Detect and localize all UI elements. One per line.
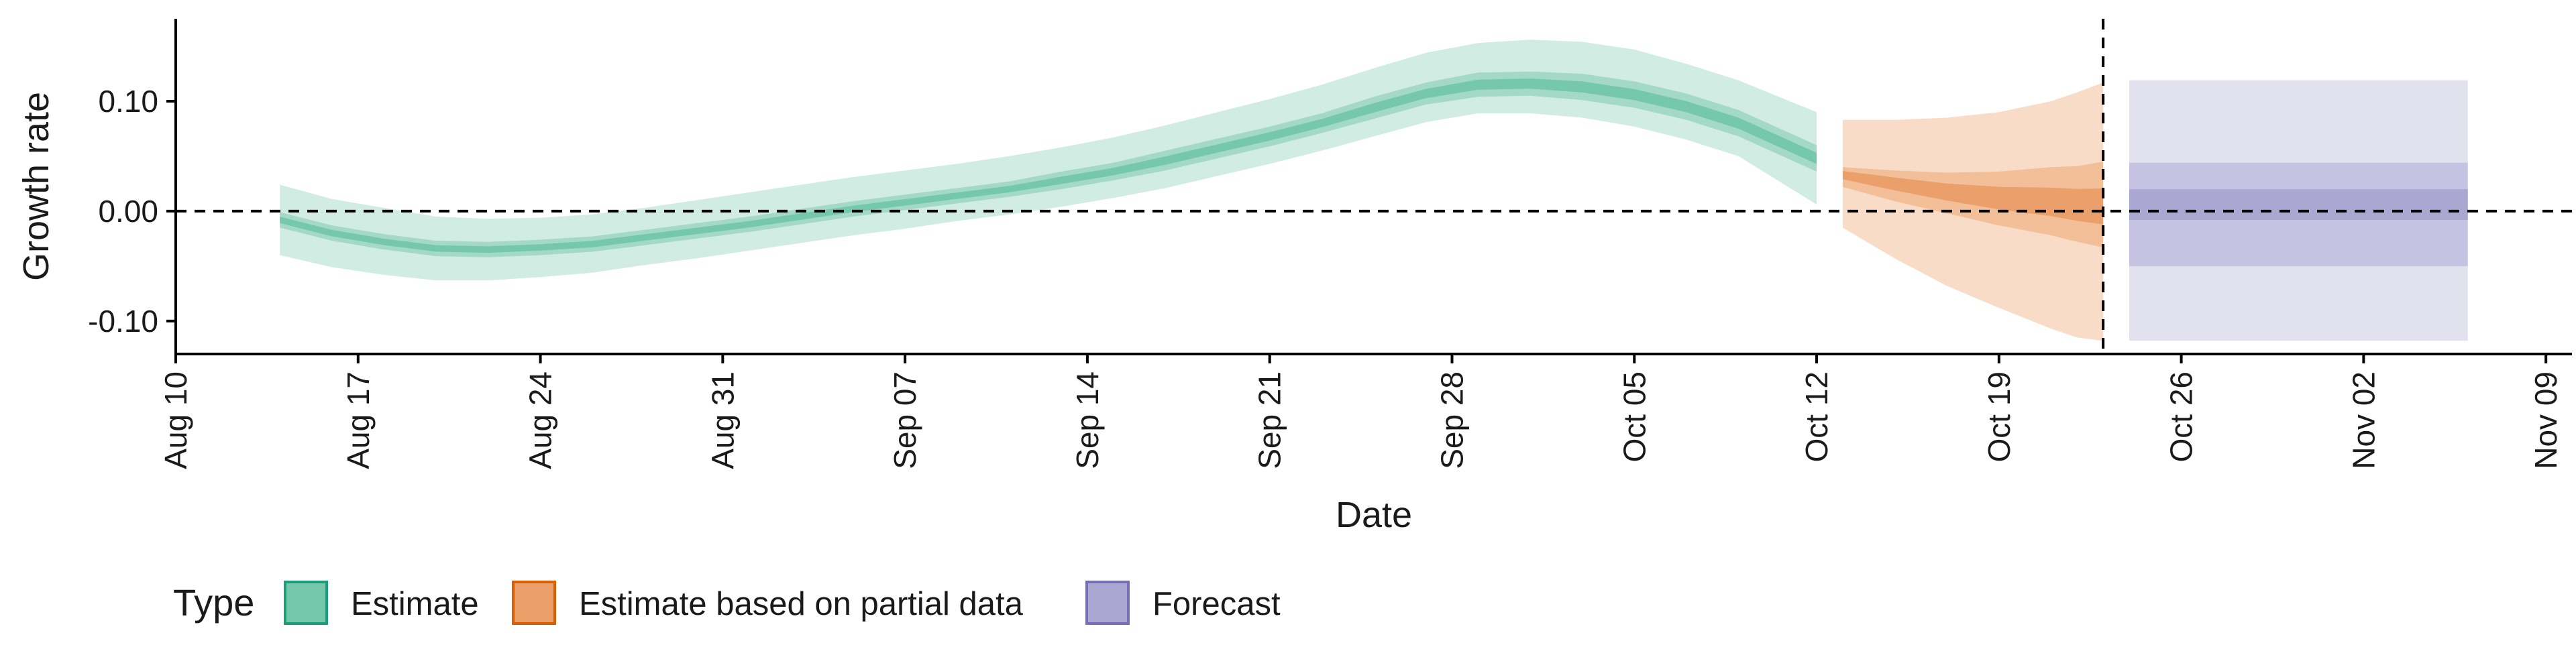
- x-tick-label: Nov 02: [2346, 371, 2381, 469]
- x-tick-label: Sep 21: [1252, 371, 1287, 469]
- y-tick-label: 0.00: [98, 194, 158, 229]
- legend: Type Estimate Estimate based on partial …: [173, 581, 1281, 625]
- y-ticks: 0.10 0.00 -0.10: [88, 84, 176, 339]
- y-tick-label: 0.10: [98, 84, 158, 119]
- x-axis-title: Date: [1336, 495, 1412, 535]
- x-tick-label: Aug 31: [705, 371, 740, 469]
- x-tick-label: Aug 10: [158, 371, 193, 469]
- x-tick-label: Sep 14: [1070, 371, 1105, 469]
- ribbon-layer: [280, 40, 2468, 341]
- forecast-band-20: [2129, 189, 2468, 220]
- axes: [174, 19, 2572, 355]
- x-tick-label: Sep 07: [888, 371, 922, 469]
- legend-label-partial-estimate: Estimate based on partial data: [579, 586, 1024, 622]
- x-ticks: Aug 10 Aug 17 Aug 24 Aug 31 Sep 07 Sep 14 Sep …: [158, 354, 2563, 469]
- estimate-band-median: [280, 78, 1817, 253]
- legend-label-estimate: Estimate: [351, 586, 479, 622]
- x-tick-label: Aug 17: [341, 371, 376, 469]
- x-tick-label: Oct 05: [1617, 371, 1652, 463]
- y-tick-label: -0.10: [88, 304, 158, 339]
- x-tick-label: Oct 12: [1799, 371, 1834, 463]
- estimate-band-50: [280, 71, 1817, 257]
- x-tick-label: Nov 09: [2528, 371, 2563, 469]
- legend-key-forecast: [1085, 581, 1130, 625]
- x-tick-label: Oct 26: [2164, 371, 2199, 463]
- legend-title: Type: [173, 581, 254, 624]
- legend-key-estimate: [284, 581, 328, 625]
- x-tick-label: Sep 28: [1434, 371, 1469, 469]
- reference-lines: [176, 19, 2572, 354]
- legend-key-partial-estimate: [512, 581, 556, 625]
- x-tick-label: Aug 24: [523, 371, 558, 469]
- x-tick-label: Oct 19: [1982, 371, 2017, 463]
- legend-label-forecast: Forecast: [1152, 586, 1281, 622]
- y-axis-title: Growth rate: [16, 92, 56, 281]
